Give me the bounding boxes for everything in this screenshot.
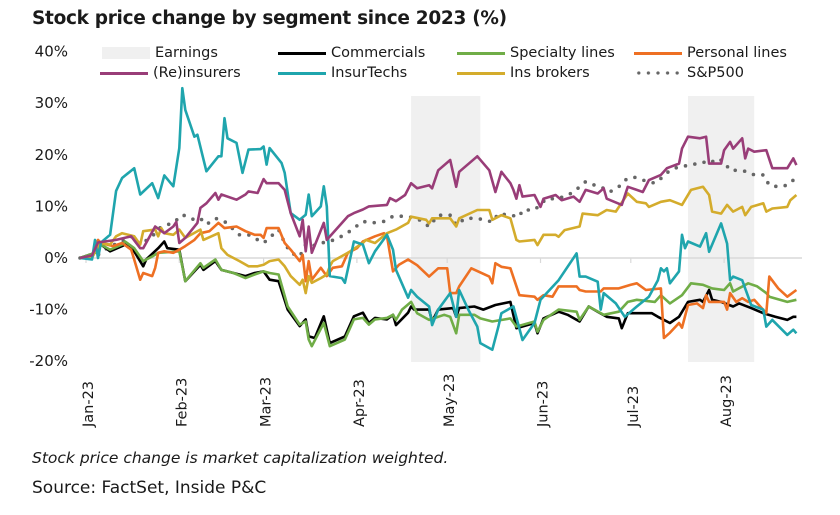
x-tick-label: Apr-23 [352,379,368,427]
legend-swatch [634,51,682,55]
legend-item-ins-brokers: Ins brokers [457,64,590,82]
chart-title: Stock price change by segment since 2023… [32,8,507,29]
legend-item-earnings: Earnings [102,44,218,62]
y-tick-label: 40% [35,43,68,61]
series-line-insurtechs [79,86,798,352]
series-line-re-insurers [79,135,798,260]
legend-item-commercials: Commercials [278,44,425,62]
legend-item-insurtechs: InsurTechs [278,64,407,82]
legend-swatch [457,51,505,55]
legend-label: Commercials [331,45,426,61]
source-note: Source: FactSet, Inside P&C [32,478,267,498]
y-tick-label: -20% [29,352,68,370]
legend-item-personal-lines: Personal lines [634,44,787,62]
x-tick-label: May-23 [442,374,458,427]
y-tick-label: 30% [35,94,68,112]
x-tick-label: Feb-23 [174,378,190,427]
legend-label: InsurTechs [331,65,408,81]
footnote: Stock price change is market capitalizat… [32,449,449,467]
axes: Jan-23 Feb-23 Mar-23 Apr-23 May-23 Jun-23 Jul-… [29,43,802,428]
legend-label: Earnings [155,45,218,61]
legend-label: (Re)insurers [153,65,241,81]
legend-swatch [278,71,326,75]
legend-swatch [100,71,148,75]
legend-label: Specialty lines [510,45,615,61]
x-tick-label: Jun-23 [536,381,552,428]
legend-item-specialty-lines: Specialty lines [457,44,615,62]
y-tick-label: 20% [35,146,68,164]
y-tick-label: 0% [44,249,68,267]
x-tick-label: Jan-23 [81,381,97,428]
x-tick-label: Mar-23 [259,377,275,427]
series-lines [78,86,799,352]
legend-swatch [278,51,326,55]
earnings-shading [411,96,755,362]
legend-item-sp500: S&P500 [634,64,744,82]
series-line-s-p500 [78,156,799,260]
earnings-period [688,96,755,362]
x-tick-label: Jul-23 [626,386,642,428]
legend-swatch [102,47,150,59]
legend-label: S&P500 [687,65,744,81]
legend-label: Personal lines [687,45,787,61]
legend-swatch [634,71,682,75]
earnings-period [411,96,481,362]
series-line-personal-lines [80,221,798,340]
y-tick-label: -10% [29,301,68,319]
y-tick-label: 10% [35,197,68,215]
series-line-ins-brokers [80,185,798,295]
legend-label: Ins brokers [510,65,590,81]
legend-item-reinsurers: (Re)insurers [100,64,241,82]
legend-swatch [457,71,505,75]
x-tick-label: Aug-23 [719,375,735,427]
series-line-specialty-lines [79,240,797,348]
